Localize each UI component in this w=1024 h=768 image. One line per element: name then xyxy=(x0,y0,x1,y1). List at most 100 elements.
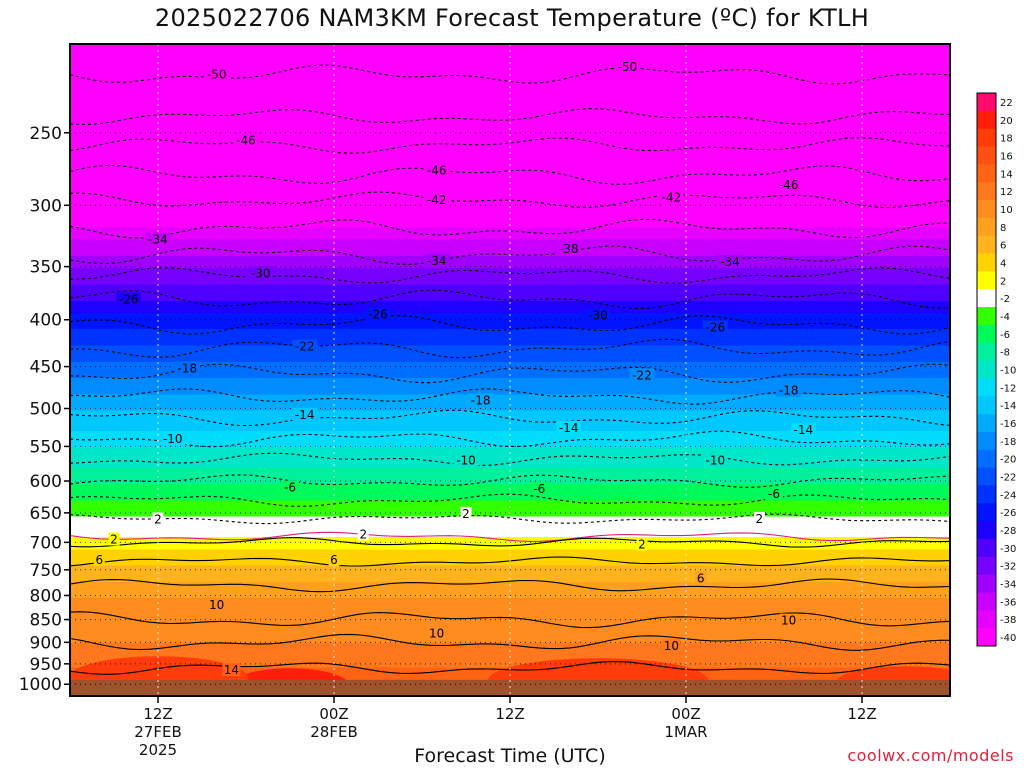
contour-label: -34 xyxy=(148,233,168,247)
colorbar-swatch xyxy=(977,342,996,362)
colorbar-swatch xyxy=(977,574,996,593)
contour-label: -10 xyxy=(456,454,476,468)
colorbar-swatch xyxy=(977,360,996,379)
contour-label-bg xyxy=(614,60,640,74)
contour-label-bg xyxy=(585,308,611,322)
contour-label-bg xyxy=(160,432,186,446)
colorbar-swatch xyxy=(977,164,996,183)
colorbar-label: -6 xyxy=(1000,330,1010,341)
colorbar-label: 4 xyxy=(1000,258,1006,269)
contour-label: -6 xyxy=(768,487,780,501)
colorbar-label: -4 xyxy=(1000,312,1010,323)
y-tick-label: 550 xyxy=(30,437,62,457)
colorbar-swatch xyxy=(977,128,996,148)
x-axis-label: Forecast Time (UTC) xyxy=(414,745,606,767)
contour-label: -14 xyxy=(559,421,579,435)
contour-label: 14 xyxy=(224,663,239,677)
contour-label: -26 xyxy=(706,321,726,335)
colorbar-label: 14 xyxy=(1000,169,1013,180)
colorbar-swatch xyxy=(977,449,996,469)
contour-label-bg xyxy=(424,192,450,206)
isotherm-line xyxy=(70,452,950,467)
y-tick-label: 1000 xyxy=(19,675,62,695)
contour-label: -22 xyxy=(632,368,652,382)
contour-label-bg xyxy=(702,320,728,334)
colorbar-label: -32 xyxy=(1000,562,1016,573)
colorbar-label: -16 xyxy=(1000,419,1016,430)
colorbar-swatch xyxy=(977,146,996,165)
colorbar-swatch xyxy=(977,378,996,397)
contour-label: -26 xyxy=(119,292,139,306)
colorbar-swatch xyxy=(977,610,996,629)
contour-label-bg xyxy=(662,638,681,652)
contour-label: -6 xyxy=(284,481,296,495)
contour-labels: -50 -50 -46 -46 -46 -42 -42 -34 -34 -34 -38 -30 -30 -… xyxy=(93,60,816,677)
contour-label-bg xyxy=(460,507,472,521)
contour-label-bg xyxy=(222,663,241,677)
colorbar-label: -38 xyxy=(1000,615,1016,626)
contour-label: -42 xyxy=(662,190,682,204)
contour-label-bg xyxy=(717,255,743,269)
colorbar-swatch xyxy=(977,414,996,433)
colorbar-swatch xyxy=(977,182,996,201)
contour-label-bg xyxy=(292,339,318,353)
y-tick-label: 450 xyxy=(30,358,62,378)
contour-label-bg xyxy=(145,232,171,246)
colorbar-frame xyxy=(976,92,997,647)
contour-label-bg xyxy=(468,393,494,407)
chart-title: 2025022706 NAM3KM Forecast Temperature (… xyxy=(154,4,870,32)
contour-label: -46 xyxy=(779,178,799,192)
isotherm-line xyxy=(70,164,950,185)
colorbar-label: 16 xyxy=(1000,151,1013,162)
colorbar-swatch xyxy=(977,93,996,112)
isotherm-line xyxy=(70,611,950,629)
contour-label: 10 xyxy=(429,626,444,640)
isotherm-line xyxy=(70,64,950,85)
contour-label-bg xyxy=(424,163,450,177)
colorbar-label: -20 xyxy=(1000,455,1016,466)
colorbar-label: -14 xyxy=(1000,401,1016,412)
colorbar-swatch xyxy=(977,307,996,326)
colorbar-swatch xyxy=(977,538,996,558)
contour-label-bg xyxy=(658,190,684,204)
colorbar-swatch xyxy=(977,396,996,415)
colorbar-label: -34 xyxy=(1000,580,1016,591)
contour-label: -46 xyxy=(236,134,256,148)
y-tick-label: 300 xyxy=(30,196,62,216)
colorbar-label: -40 xyxy=(1000,633,1016,644)
contour-label-bg xyxy=(108,532,120,546)
y-tick-label: 950 xyxy=(30,655,62,675)
colorbar-swatch xyxy=(977,521,996,540)
y-tick-label: 250 xyxy=(30,124,62,144)
y-tick-label: 800 xyxy=(30,586,62,606)
x-tick-label: 12Z xyxy=(847,705,876,723)
contour-label: -10 xyxy=(163,432,183,446)
contour-label: 2 xyxy=(756,512,764,526)
colorbar-swatch xyxy=(977,628,996,647)
isotherm-line xyxy=(70,513,950,525)
colorbar-label: 10 xyxy=(1000,205,1013,216)
colorbar-swatch xyxy=(977,271,996,290)
contour-label-bg xyxy=(776,177,802,191)
source-credit[interactable]: coolwx.com/models xyxy=(847,746,1014,765)
contour-label-bg xyxy=(695,571,707,585)
x-tick-label: 2025 xyxy=(139,741,177,759)
contour-label: -38 xyxy=(559,242,579,256)
contour-label-bg xyxy=(556,420,582,434)
contour-label: 10 xyxy=(664,639,679,653)
x-tick-label: 28FEB xyxy=(310,723,357,741)
contour-label-bg xyxy=(453,453,479,467)
contour-label-bg xyxy=(357,527,369,541)
contour-label-bg xyxy=(776,383,802,397)
contour-label: -46 xyxy=(427,164,447,178)
contour-label: 10 xyxy=(209,598,224,612)
colorbar-label: 8 xyxy=(1000,223,1006,234)
y-tick-label: 350 xyxy=(30,258,62,278)
colorbar-label: -30 xyxy=(1000,544,1016,555)
colorbar-label: 6 xyxy=(1000,241,1006,252)
colorbar-label: -28 xyxy=(1000,526,1016,537)
contour-label-bg xyxy=(328,553,340,567)
contour-label: -10 xyxy=(706,454,726,468)
x-tick-label: 12Z xyxy=(143,705,172,723)
